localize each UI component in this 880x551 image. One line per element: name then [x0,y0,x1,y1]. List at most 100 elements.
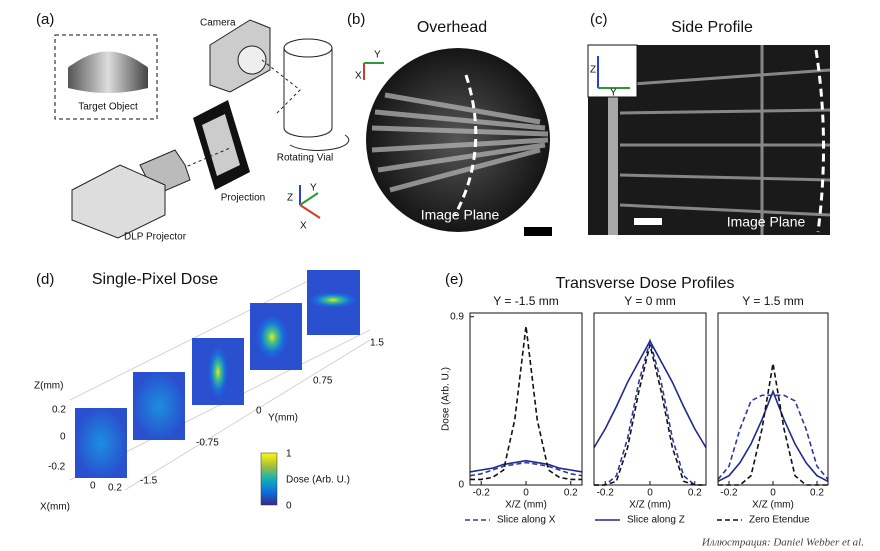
y-tick-label: 0 [458,480,464,491]
plane-label: Image Plane [421,207,500,223]
z-axis-label: Z(mm) [34,381,63,392]
vial [283,48,333,138]
dose-spot [309,292,357,308]
panel-e: (e) Transverse Dose Profiles Y = -1.5 mm… [441,271,829,526]
series-line [717,389,829,483]
vial-wall [608,97,618,235]
credit: Иллюстрация: Daniel Webber et al. [701,537,864,549]
x-tick-label: 0.2 [108,483,122,494]
panel-label: (c) [590,11,608,28]
rotation-arrow [289,134,350,151]
panel-title: Transverse Dose Profiles [555,275,734,292]
dose-slice [75,408,127,478]
vial-label: Rotating Vial [277,153,334,164]
y-axis-label: Y(mm) [268,413,298,424]
plot-frame [593,312,707,486]
y-tick-label: 0 [256,406,262,417]
camera-label: Camera [200,18,236,29]
axis-label: Y [310,183,317,194]
z-tick-label: 0 [60,432,66,443]
camera-lens [237,45,267,75]
beam-rays [371,92,549,193]
panel-c: (c) Side Profile Image Plane Z Y [587,11,831,235]
axis-label: Z [287,193,293,204]
x-tick-label: 0 [647,488,653,499]
y-axis-label: Dose (Arb. U.) [441,367,452,431]
image-plane [453,74,478,216]
dose-spot [256,315,288,359]
scale-bar [524,227,552,236]
panel-a: (a) Target Object Camera Rotating Vial P… [36,11,350,243]
panel-title: Single-Pixel Dose [92,271,218,288]
legend-label: Slice along Z [627,515,685,526]
x-tick-label: 0.2 [688,488,702,499]
series-line [718,363,828,486]
y-tick-label: -0.75 [196,438,219,449]
colorbar-tick: 0 [286,501,292,512]
dose-spot [208,346,228,398]
x-tick-label: 0.2 [564,488,578,499]
plot-frame [469,312,583,486]
target-shape [68,51,148,93]
x-tick-label: -0.2 [720,488,738,499]
panel-b: (b) Overhead Image Plane X Y [347,11,552,236]
panel-label: (e) [445,271,463,288]
axis-arrow [299,204,321,219]
x-axis-label: X/Z (mm) [629,500,671,511]
x-axis-label: X/Z (mm) [505,500,547,511]
axis-label: Z [590,65,596,76]
subplot-title: Y = 0 mm [624,294,675,308]
axis-label: X [300,221,307,232]
x-tick-label: 0 [523,488,529,499]
colorbar-tick: 1 [286,449,292,460]
image-plane [814,49,826,233]
panel-label: (d) [36,271,54,288]
z-tick-label: -0.2 [48,462,66,473]
y-tick-label: 0.9 [450,311,464,322]
series-line [717,394,829,480]
series-line [593,339,707,449]
x-tick-label: 0 [770,488,776,499]
scale-bar [634,218,662,225]
panel-title: Side Profile [671,19,753,36]
target-label: Target Object [78,102,138,113]
axis-arrow [299,192,319,206]
target-box [54,34,158,120]
projector-label: DLP Projector [124,232,187,243]
projector [71,164,166,239]
y-tick-label: 0.75 [313,376,333,387]
subplot-title: Y = 1.5 mm [742,294,803,308]
beam [261,59,301,116]
colorbar [260,452,278,506]
panel-d: (d) Single-Pixel Dose Z(mm) 0.2 0 -0.2 X… [34,269,384,513]
panel-title: Overhead [417,19,487,36]
series-line [469,459,583,473]
axis-label: Y [374,50,381,61]
z-tick-label: 0.2 [52,405,66,416]
axis-label: Y [610,88,617,99]
plot-frame [717,312,829,486]
dose-slice [133,372,185,440]
y-tick-label: -1.5 [140,476,158,487]
colorbar-label: Dose (Arb. U.) [286,475,350,486]
legend-label: Slice along X [497,515,556,526]
x-tick-label: 0.2 [810,488,824,499]
vial [283,38,333,58]
x-tick-label: -0.2 [473,488,491,499]
projection-image [202,114,240,176]
x-axis-label: X/Z (mm) [752,500,794,511]
series-line [594,344,706,486]
series-line [594,337,706,486]
x-axis-label: X(mm) [40,502,70,513]
x-tick-label: -0.2 [597,488,615,499]
panel-label: (b) [347,11,365,28]
axis-label: X [355,71,362,82]
beam-rays [619,68,831,217]
series-line [469,461,583,477]
subplot-title: Y = -1.5 mm [493,294,558,308]
plane-label: Image Plane [727,214,806,230]
y-tick-label: 1.5 [370,338,384,349]
panel-label: (a) [36,11,54,28]
x-tick-label: 0 [90,481,96,492]
